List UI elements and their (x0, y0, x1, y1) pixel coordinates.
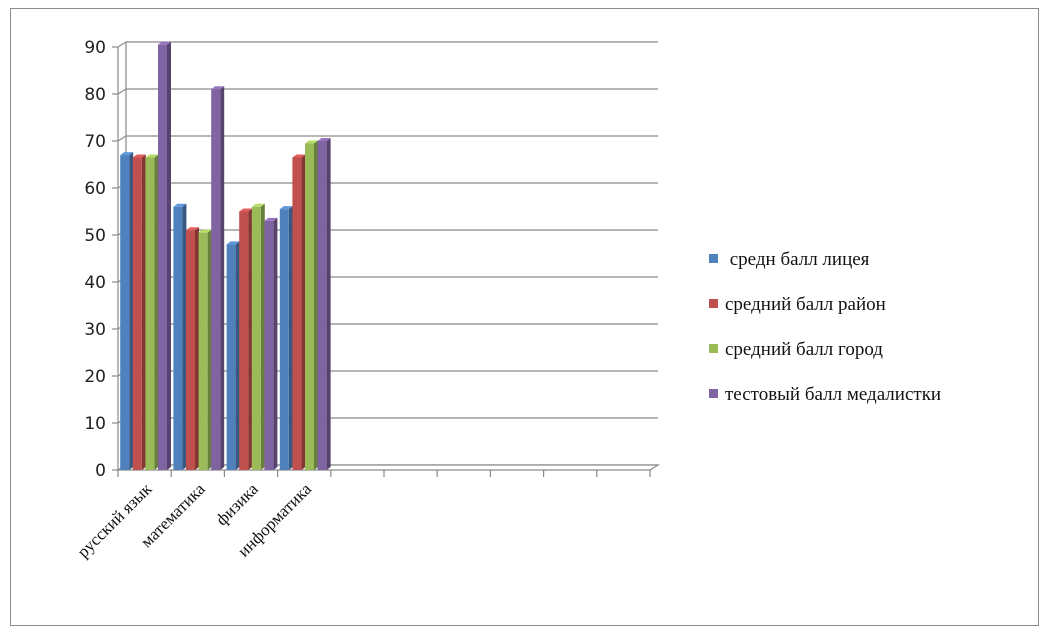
x-tick-label-2: физика (212, 479, 262, 529)
bar-1-2 (198, 229, 212, 470)
y-tick-label-5: 50 (84, 226, 106, 246)
bar-0-1 (132, 154, 146, 470)
bar-0-0 (120, 152, 134, 470)
bar-2-1 (239, 208, 253, 470)
legend-label-2: средний балл город (725, 339, 883, 360)
y-tick-label-4: 40 (84, 273, 106, 293)
bar-0-3 (158, 41, 171, 471)
legend: средн балл лицея средний балл район средни… (709, 249, 941, 405)
y-tick-label-0: 0 (95, 461, 106, 481)
bar-3-0 (279, 206, 293, 470)
y-tick-label-9: 90 (84, 38, 106, 58)
bar-2-0 (226, 241, 240, 470)
bar-1-1 (186, 227, 199, 470)
gridline-side-8 (117, 88, 127, 95)
bar-3-2 (305, 140, 318, 470)
bar-3-1 (292, 154, 306, 470)
bar-0-2 (145, 154, 159, 470)
y-tick-labels: 0 10 20 30 40 50 60 70 80 90 (84, 38, 106, 481)
bar-1-3 (211, 86, 225, 471)
y-tick-label-8: 80 (84, 85, 106, 105)
legend-swatch-2 (709, 344, 718, 353)
bar-2-2 (251, 203, 265, 471)
y-tick-label-6: 60 (84, 179, 106, 199)
bar-2-3 (264, 217, 278, 470)
x-tick-label-0: русский язык (74, 479, 156, 561)
legend-swatch-0 (709, 254, 718, 263)
legend-label-0: средн балл лицея (725, 249, 870, 270)
bar-1-0 (173, 203, 187, 471)
legend-swatch-1 (709, 299, 718, 308)
y-tick-label-3: 30 (84, 320, 106, 340)
y-tick-label-7: 70 (84, 132, 106, 152)
legend-label-1: средний балл район (725, 294, 886, 315)
legend-label-3: тестовый балл медалистки (725, 384, 941, 405)
bars (120, 41, 331, 471)
gridline-side-9 (117, 41, 127, 48)
gridline-side-7 (117, 135, 127, 142)
bar-3-3 (317, 138, 331, 470)
y-tick-label-2: 20 (84, 367, 106, 387)
y-tick-label-1: 10 (84, 414, 106, 434)
legend-swatch-3 (709, 389, 718, 398)
